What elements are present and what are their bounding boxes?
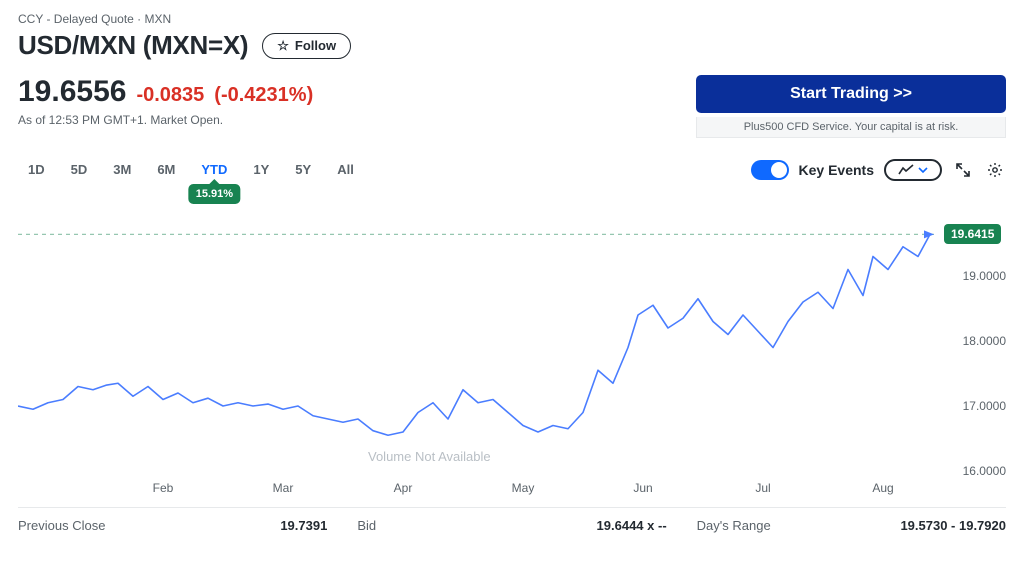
x-axis-label: Mar: [273, 481, 294, 495]
price-chart[interactable]: 16.0000 17.0000 18.0000 19.0000 Feb Mar Apr May…: [18, 211, 1006, 501]
chart-type-dropdown[interactable]: [884, 159, 942, 181]
stat-label: Day's Range: [697, 518, 771, 533]
range-tab-5y[interactable]: 5Y: [285, 156, 321, 183]
cta-subtext: Plus500 CFD Service. Your capital is at …: [696, 117, 1006, 138]
range-tab-1y[interactable]: 1Y: [243, 156, 279, 183]
star-icon: ☆: [277, 38, 289, 54]
range-tab-3m[interactable]: 3M: [103, 156, 141, 183]
stat-value: 19.6444 x --: [597, 518, 667, 533]
asof-text: As of 12:53 PM GMT+1. Market Open.: [18, 113, 313, 127]
x-axis-label: Jul: [755, 481, 770, 495]
breadcrumb: CCY - Delayed Quote · MXN: [18, 12, 1006, 26]
stat-label: Bid: [357, 518, 376, 533]
range-tab-all[interactable]: All: [327, 156, 364, 183]
y-axis-label: 18.0000: [963, 334, 1006, 348]
range-tabs: 1D5D3M6MYTD15.91%1Y5YAll: [18, 156, 364, 183]
stat-prev-close: Previous Close 19.7391: [18, 518, 357, 533]
range-change-badge: 15.91%: [189, 184, 240, 204]
range-tab-6m[interactable]: 6M: [147, 156, 185, 183]
range-tab-1d[interactable]: 1D: [18, 156, 55, 183]
price-change-abs: -0.0835: [136, 84, 204, 107]
stat-value: 19.5730 - 19.7920: [900, 518, 1006, 533]
last-price: 19.6556: [18, 75, 126, 109]
key-events-toggle[interactable]: [751, 160, 789, 180]
y-axis-label: 19.0000: [963, 269, 1006, 283]
volume-not-available: Volume Not Available: [368, 449, 491, 464]
follow-button[interactable]: ☆ Follow: [262, 33, 351, 59]
price-change-pct: (-0.4231%): [214, 84, 313, 107]
last-price-tag: 19.6415: [944, 224, 1001, 244]
line-chart-icon: [898, 164, 914, 176]
range-tab-ytd[interactable]: YTD15.91%: [191, 156, 237, 183]
start-trading-button[interactable]: Start Trading >>: [696, 75, 1006, 113]
gear-icon[interactable]: [984, 159, 1006, 181]
stat-label: Previous Close: [18, 518, 105, 533]
follow-label: Follow: [295, 38, 336, 53]
y-axis-label: 17.0000: [963, 399, 1006, 413]
stat-bid: Bid 19.6444 x --: [357, 518, 696, 533]
x-axis-label: Feb: [153, 481, 174, 495]
x-axis-label: Jun: [633, 481, 652, 495]
stat-day-range: Day's Range 19.5730 - 19.7920: [697, 518, 1006, 533]
x-axis-label: Apr: [394, 481, 413, 495]
x-axis-label: Aug: [872, 481, 893, 495]
chevron-down-icon: [918, 165, 928, 175]
expand-icon[interactable]: [952, 159, 974, 181]
page-title: USD/MXN (MXN=X): [18, 30, 248, 61]
range-tab-5d[interactable]: 5D: [61, 156, 98, 183]
x-axis-label: May: [512, 481, 535, 495]
y-axis-label: 16.0000: [963, 464, 1006, 478]
stat-value: 19.7391: [280, 518, 327, 533]
key-events-label: Key Events: [799, 162, 874, 178]
